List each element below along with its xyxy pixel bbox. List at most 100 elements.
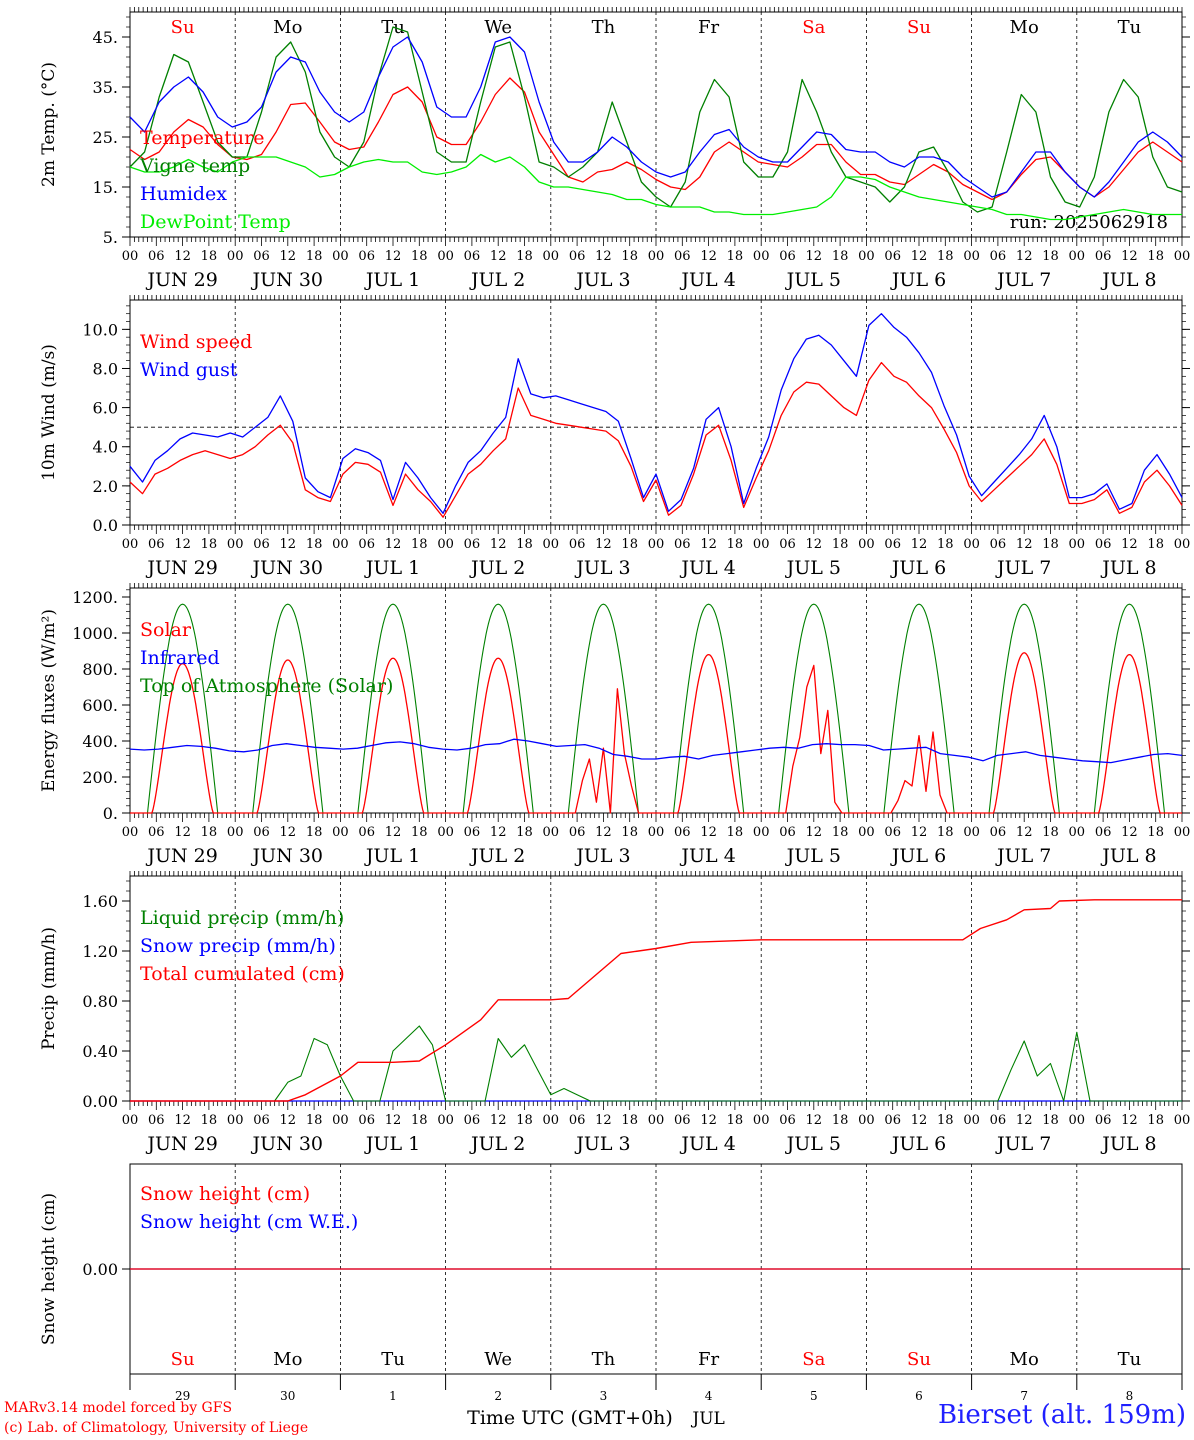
date-label: JUL 8 <box>1100 269 1156 291</box>
y-tick-label: 0.00 <box>82 1260 118 1279</box>
hour-label: 12 <box>595 249 612 264</box>
hour-label: 06 <box>358 249 375 264</box>
hour-label: 00 <box>122 825 139 840</box>
y-tick-label: 5. <box>103 228 118 247</box>
date-label: JUN 29 <box>145 269 217 291</box>
hour-label: 18 <box>306 825 323 840</box>
solar-curve <box>761 664 867 814</box>
hour-label: 18 <box>727 825 744 840</box>
hour-label: 06 <box>884 537 901 552</box>
legend-entry: Wind gust <box>140 359 238 381</box>
hour-label: 12 <box>280 825 297 840</box>
hour-label: 06 <box>358 537 375 552</box>
hour-label: 00 <box>1174 249 1191 264</box>
date-label: JUL 8 <box>1100 557 1156 579</box>
date-label: JUL 4 <box>679 557 735 579</box>
y-tick-label: 0.00 <box>82 1092 118 1111</box>
hour-label: 18 <box>1042 537 1059 552</box>
hour-label: 06 <box>884 1113 901 1128</box>
hour-label: 18 <box>411 1113 428 1128</box>
legend-entry: Snow height (cm) <box>140 1183 310 1205</box>
hour-label: 18 <box>621 249 638 264</box>
hour-label: 12 <box>700 825 717 840</box>
solar-curve <box>1076 653 1182 814</box>
hour-label: 00 <box>437 537 454 552</box>
hour-label: 12 <box>280 249 297 264</box>
date-label: JUN 30 <box>251 269 323 291</box>
x-axis-title: Time UTC (GMT+0h) <box>467 1407 673 1429</box>
hour-label: 00 <box>648 825 665 840</box>
solar-curve <box>235 659 341 814</box>
series-line-wind <box>129 361 1183 518</box>
date-label: JUL 5 <box>785 557 841 579</box>
hour-label: 06 <box>779 825 796 840</box>
hour-label: 18 <box>201 825 218 840</box>
hour-label: 18 <box>1042 1113 1059 1128</box>
day-number-label: 1 <box>389 1389 397 1403</box>
hour-label: 06 <box>253 1113 270 1128</box>
hour-label: 00 <box>227 537 244 552</box>
hour-label: 12 <box>490 1113 507 1128</box>
hour-label: 12 <box>385 1113 402 1128</box>
legend-entry: Liquid precip (mm/h) <box>140 907 344 929</box>
hour-label: 18 <box>516 825 533 840</box>
day-number-label: 4 <box>705 1389 713 1403</box>
hour-label: 18 <box>201 537 218 552</box>
date-label: JUN 29 <box>145 1133 217 1155</box>
hour-label: 00 <box>648 537 665 552</box>
date-label: JUN 30 <box>251 557 323 579</box>
hour-label: 00 <box>437 249 454 264</box>
infrared-line <box>129 738 1183 764</box>
hour-label: 12 <box>806 537 823 552</box>
hour-label: 00 <box>1069 1113 1086 1128</box>
hour-label: 18 <box>937 249 954 264</box>
legend-entry: Top of Atmosphere (Solar) <box>140 675 393 697</box>
date-label: JUL 7 <box>995 557 1051 579</box>
weekday-label: Fr <box>698 17 719 38</box>
hour-label: 12 <box>280 1113 297 1128</box>
hour-label: 06 <box>779 249 796 264</box>
hour-label: 00 <box>543 825 560 840</box>
hour-label: 00 <box>332 825 349 840</box>
hour-label: 00 <box>332 1113 349 1128</box>
date-label: JUL 1 <box>364 845 420 867</box>
weekday-label-bottom: Mo <box>1010 1349 1039 1370</box>
date-label: JUL 5 <box>785 1133 841 1155</box>
hour-label: 00 <box>122 1113 139 1128</box>
hour-label: 06 <box>990 825 1007 840</box>
hour-label: 18 <box>727 537 744 552</box>
y-tick-label: 400. <box>82 732 118 751</box>
hour-label: 18 <box>621 1113 638 1128</box>
weekday-label: Su <box>171 17 195 38</box>
hour-label: 18 <box>727 1113 744 1128</box>
legend-entry: Vigne temp <box>139 155 250 177</box>
hour-label: 06 <box>464 825 481 840</box>
toa-curve <box>866 603 972 814</box>
hour-label: 00 <box>753 1113 770 1128</box>
hour-label: 00 <box>332 537 349 552</box>
y-tick-label: 4.0 <box>93 438 118 457</box>
legend-entry: Humidex <box>140 183 227 205</box>
hour-label: 12 <box>174 537 191 552</box>
date-label: JUL 2 <box>469 557 525 579</box>
day-number-label: 7 <box>1020 1389 1028 1403</box>
legend-entry: Snow precip (mm/h) <box>140 935 336 957</box>
y-tick-label: 0.0 <box>93 516 118 535</box>
y-axis-label-energy: Energy fluxes (W/m²) <box>39 609 59 792</box>
hour-label: 06 <box>884 249 901 264</box>
hour-label: 06 <box>1095 537 1112 552</box>
panel-frame-energy <box>129 587 1183 814</box>
day-number-label: 3 <box>600 1389 608 1403</box>
weekday-label: We <box>484 17 512 38</box>
solar-curve <box>656 653 762 814</box>
hour-label: 18 <box>937 1113 954 1128</box>
hour-label: 00 <box>1069 249 1086 264</box>
hour-label: 06 <box>569 825 586 840</box>
y-tick-label: 2.0 <box>93 477 118 496</box>
hour-label: 12 <box>280 537 297 552</box>
weekday-label-bottom: Mo <box>273 1349 302 1370</box>
hour-label: 12 <box>385 825 402 840</box>
date-label: JUL 3 <box>574 557 630 579</box>
day-number-label: 30 <box>280 1389 295 1403</box>
